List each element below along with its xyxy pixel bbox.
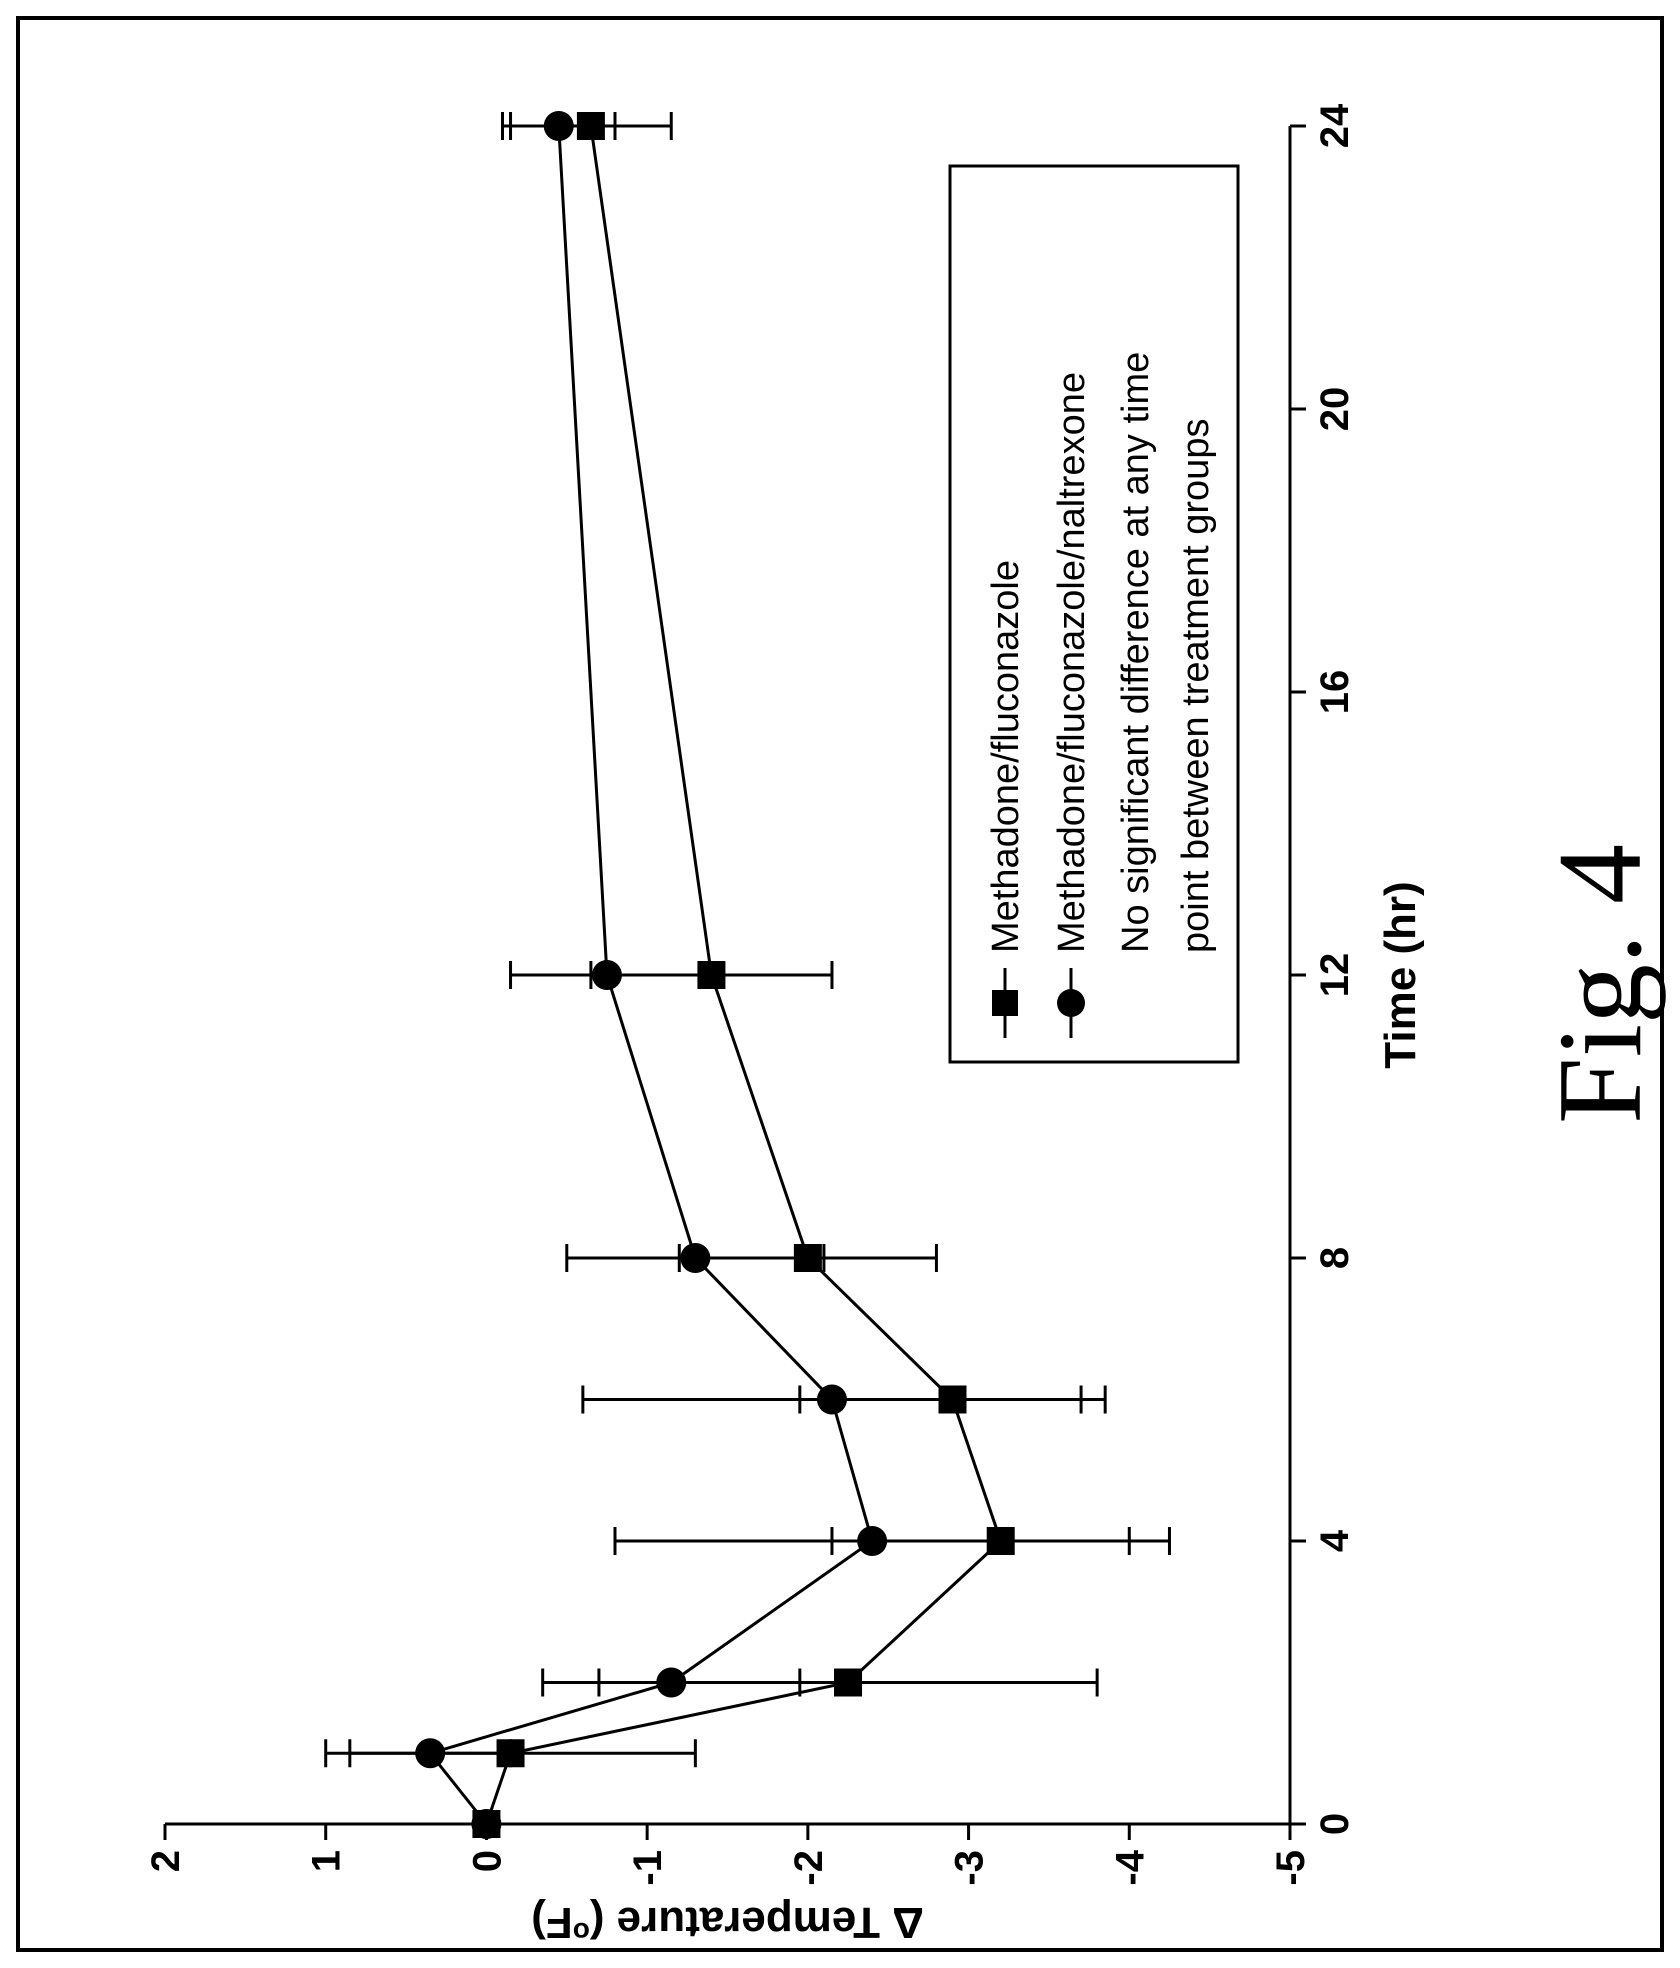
y-tick-label--2: -2	[787, 1850, 831, 1886]
point-methadone-fluconazole-t2	[834, 1668, 863, 1697]
y-tick-label-1: 1	[305, 1850, 349, 1872]
x-tick-label-8: 8	[1313, 1247, 1357, 1269]
y-tick-label--3: -3	[948, 1850, 992, 1886]
legend-box	[948, 164, 1240, 1064]
x-tick-label-16: 16	[1313, 670, 1357, 715]
page-border	[16, 16, 1664, 1952]
point-methadone-fluconazole-naltrexone-t24	[543, 111, 574, 141]
series-methadone-fluconazole-naltrexone	[348, 111, 1131, 1839]
figure-caption: Fig. 4	[1533, 844, 1666, 1124]
series-line-methadone-fluconazole	[485, 125, 1003, 1825]
point-methadone-fluconazole-naltrexone-t8	[680, 1243, 711, 1273]
y-ticks: 2 1 0 -1 -2 -3 -4 -5	[144, 1824, 1313, 1886]
x-tick-label-4: 4	[1313, 1529, 1357, 1552]
x-tick-label-20: 20	[1313, 387, 1357, 432]
x-tick-label-24: 24	[1313, 103, 1357, 148]
y-tick-label--1: -1	[626, 1850, 670, 1886]
y-axis-title-unit: F)	[531, 1898, 573, 1947]
legend-label-methadone-fluconazole-naltrexone: Methadone/fluconazole/naltrexone	[1051, 372, 1093, 953]
x-tick-label-12: 12	[1313, 953, 1357, 998]
point-methadone-fluconazole-naltrexone-t0	[471, 1809, 502, 1839]
point-methadone-fluconazole-naltrexone-t6	[816, 1384, 847, 1415]
x-ticks: 0 4 8 12 16 20 24	[1290, 103, 1357, 1835]
y-tick-label--5: -5	[1269, 1850, 1313, 1886]
y-axis-title: Δ Temperature (oF)	[531, 1898, 924, 1949]
x-tick-label-0: 0	[1313, 1813, 1357, 1835]
y-axis-title-superscript: o	[573, 1918, 590, 1949]
y-tick-label-2: 2	[144, 1850, 188, 1872]
legend-note-line-1: No significant difference at any time	[1115, 352, 1157, 953]
legend-note-line-2: point between treatment groups	[1175, 419, 1217, 953]
y-axis-title-main: Δ Temperature (	[589, 1898, 923, 1947]
plot-series	[324, 111, 1171, 1839]
y-tick-label-0: 0	[465, 1850, 509, 1872]
legend-label-methadone-fluconazole: Methadone/fluconazole	[985, 560, 1027, 953]
x-axis-title: Time (hr)	[1376, 881, 1425, 1068]
chart: 0 4 8 12 16 20 24 2 1 0 -1 -2 -3 -4 -5 Δ Temperature …	[144, 103, 1425, 1948]
legend-marker-circle	[1057, 989, 1085, 1017]
point-methadone-fluconazole-naltrexone-t12	[591, 960, 622, 990]
series-line-methadone-fluconazole-naltrexone	[427, 125, 874, 1825]
point-methadone-fluconazole-naltrexone-t1	[415, 1738, 446, 1769]
point-methadone-fluconazole-naltrexone-t2	[656, 1667, 687, 1698]
point-methadone-fluconazole-naltrexone-t4	[857, 1526, 888, 1556]
legend-marker-square	[992, 990, 1018, 1016]
legend: Methadone/fluconazole Methadone/fluconaz…	[948, 164, 1240, 1064]
y-tick-label--4: -4	[1108, 1849, 1152, 1885]
